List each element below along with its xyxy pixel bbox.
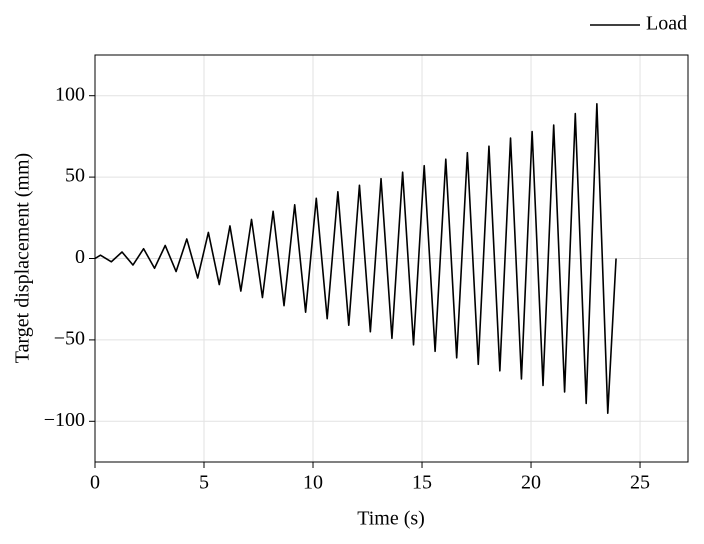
y-axis-label: Target displacement (mm) [12, 153, 34, 363]
legend-label: Load [646, 13, 687, 35]
y-tick-label: 0 [75, 246, 85, 268]
data-line [94, 103, 617, 414]
x-tick-label: 5 [199, 472, 209, 494]
y-tick-label: 50 [65, 165, 85, 187]
x-tick-label: 25 [630, 472, 650, 494]
x-tick-label: 0 [90, 472, 100, 494]
x-tick-label: 10 [303, 472, 323, 494]
x-axis-label: Time (s) [357, 508, 425, 530]
x-tick-label: 15 [412, 472, 432, 494]
y-tick-label: 100 [55, 83, 85, 105]
x-tick-label: 20 [521, 472, 541, 494]
y-tick-label: −100 [44, 409, 85, 431]
y-tick-label: −50 [54, 327, 85, 349]
